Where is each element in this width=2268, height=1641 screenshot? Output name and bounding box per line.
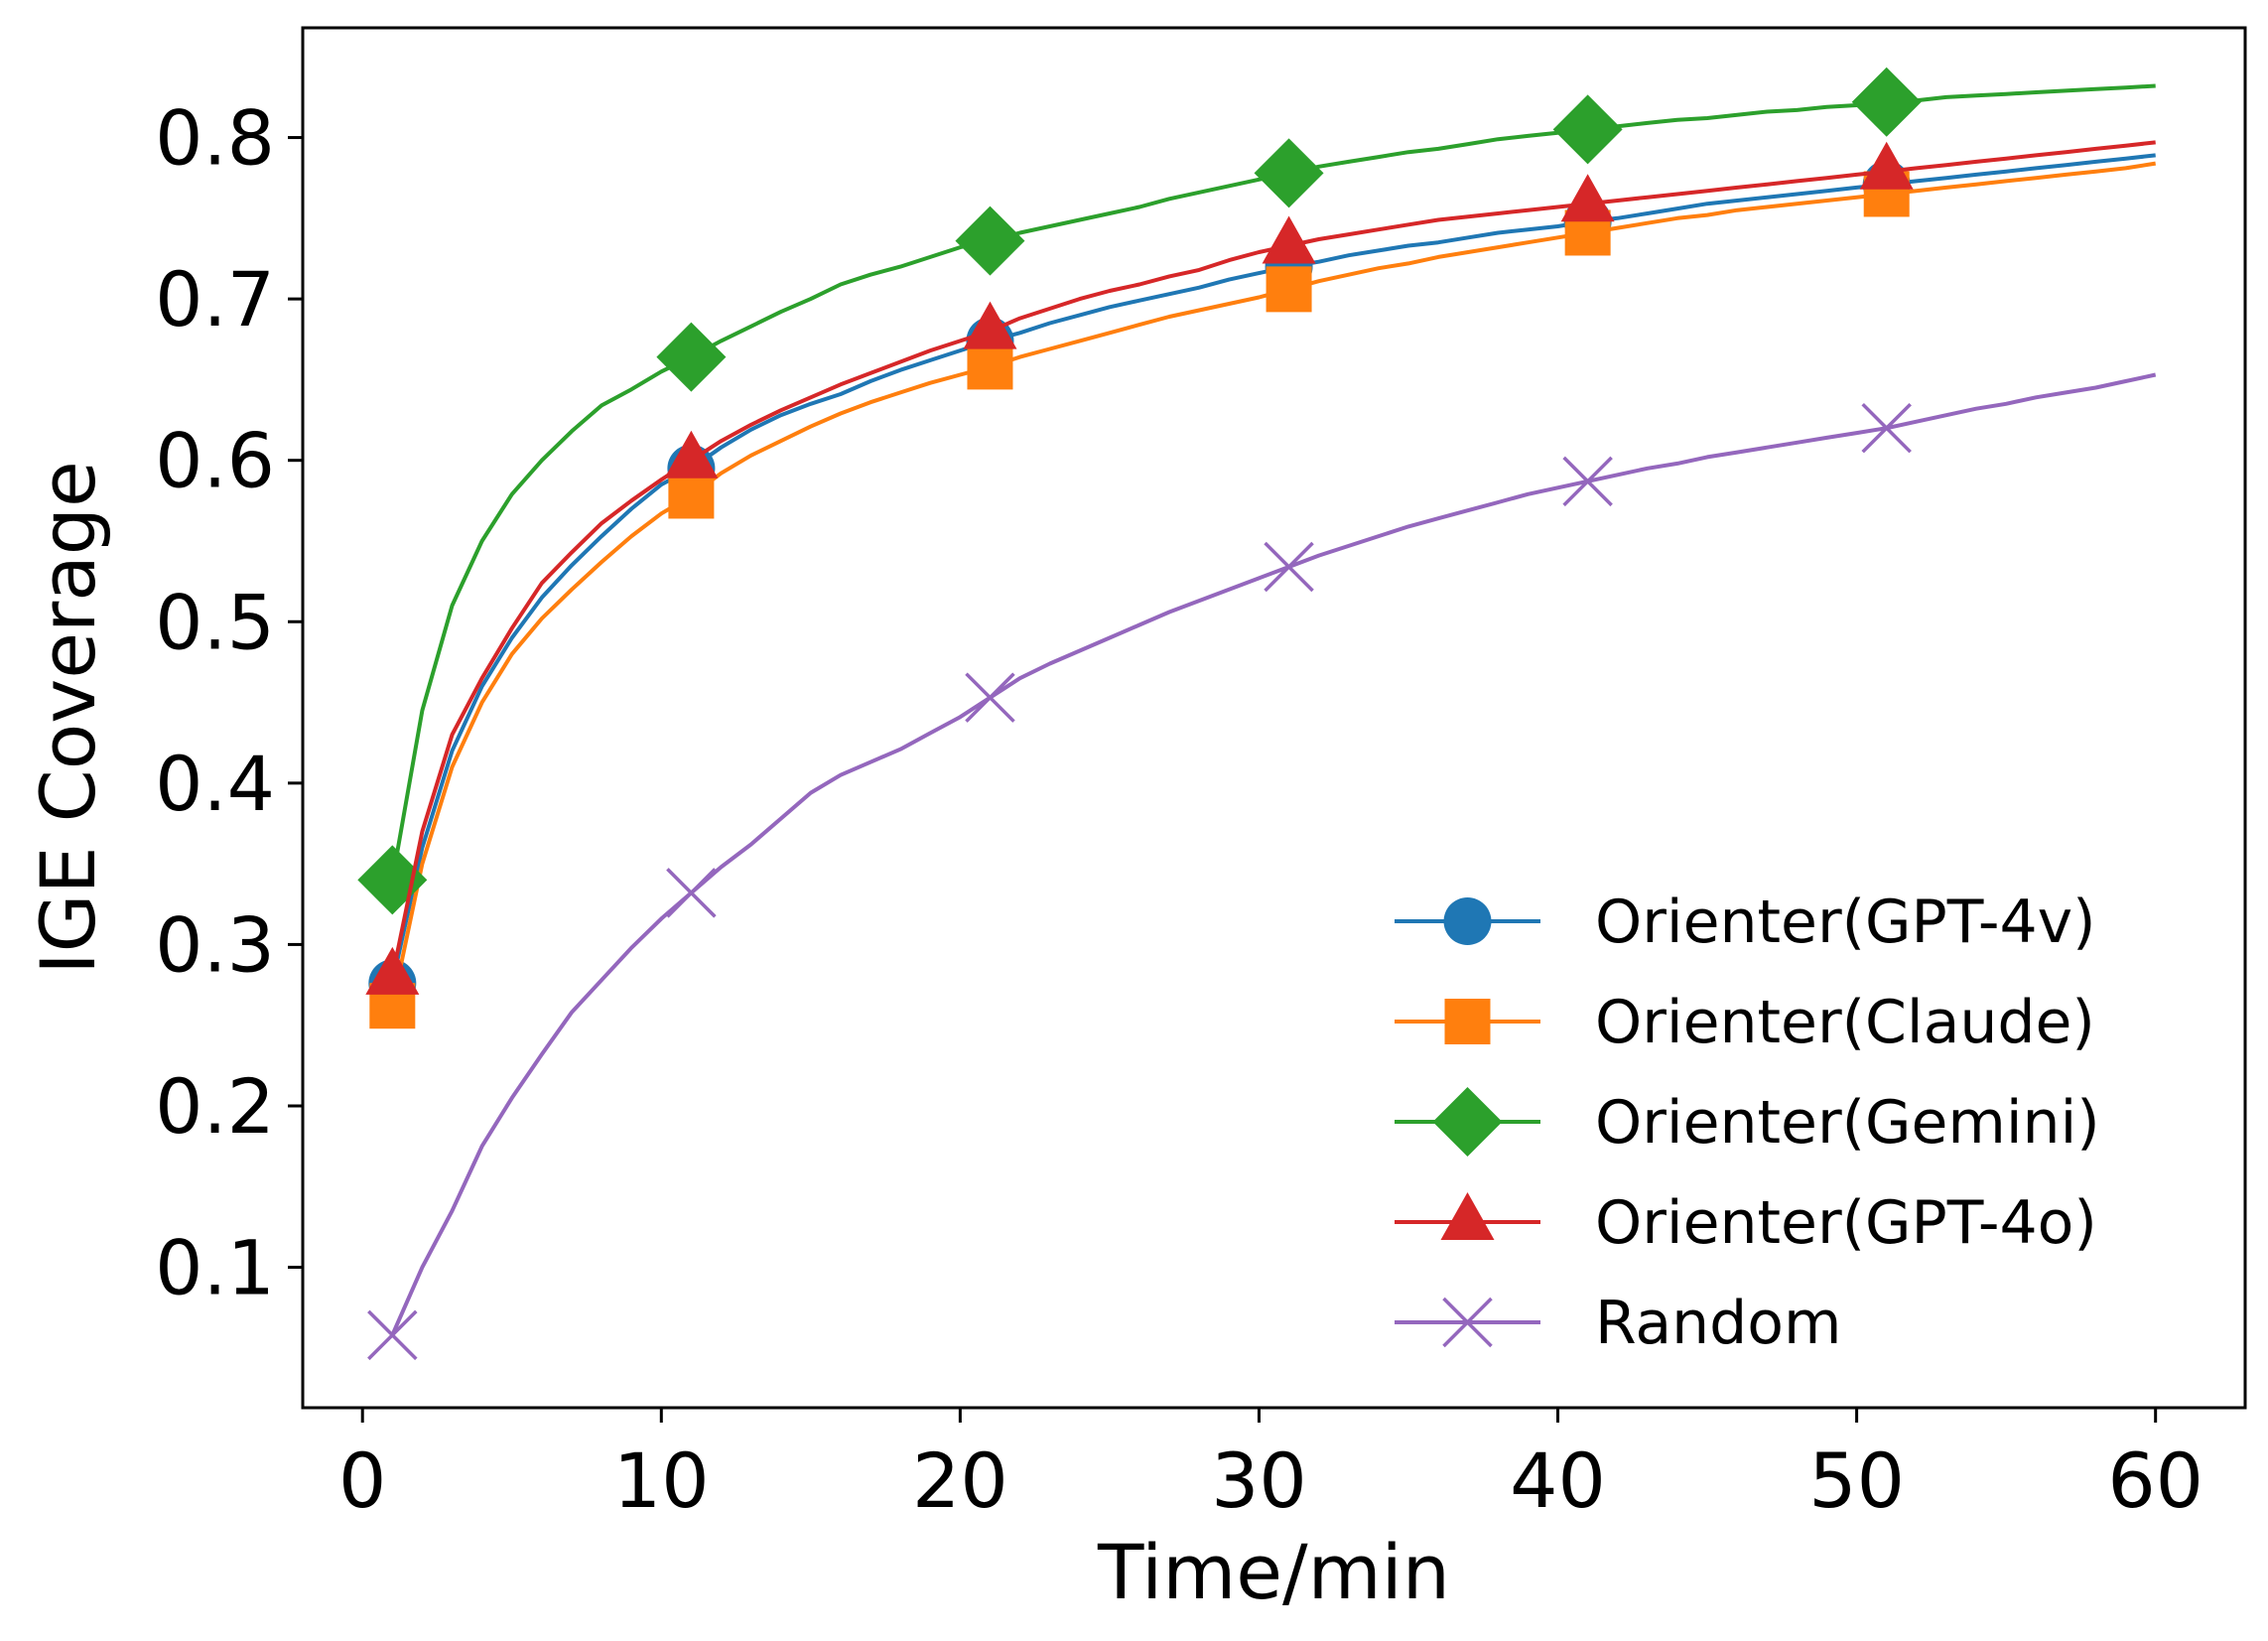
legend-marker [1443,897,1492,945]
legend-label: Orienter(GPT-4o) [1595,1188,2097,1258]
data-point [1552,94,1623,165]
y-tick-label: 0.5 [155,578,275,666]
x-tick-label: 60 [2107,1436,2203,1525]
legend-marker [1442,1297,1493,1348]
legend-marker [1432,1087,1503,1157]
legend-label: Orienter(Claude) [1595,988,2095,1057]
data-point [1861,402,1912,454]
series-orienter-gpt-4o- [365,140,2156,995]
data-point [965,672,1015,723]
x-tick-label: 50 [1808,1436,1905,1525]
data-point [1562,456,1613,507]
data-point [1254,138,1324,208]
x-tick-label: 40 [1510,1436,1606,1525]
legend-item: Orienter(GPT-4v) [1395,888,2096,957]
legend-label: Random [1595,1289,1841,1358]
x-tick-label: 10 [613,1436,710,1525]
legend-marker [1444,999,1491,1044]
x-tick-label: 20 [912,1436,1008,1525]
y-axis-title: IGE Coverage [24,461,112,975]
x-axis: 0 10 20 30 40 50 60 [338,1408,2203,1525]
x-axis-title: Time/min [1097,1528,1450,1616]
y-tick-label: 0.2 [155,1062,275,1151]
y-tick-label: 0.7 [155,255,275,343]
data-point [365,946,420,995]
data-point [1266,266,1312,313]
legend: Orienter(GPT-4v) Orienter(Claude) Orienter… [1395,888,2100,1358]
y-axis: 0.1 0.2 0.3 0.4 0.5 0.6 0.7 0.8 [155,94,303,1312]
x-tick-label: 30 [1211,1436,1307,1525]
y-tick-label: 0.3 [155,900,275,989]
series-layer [357,67,2157,1361]
data-point [656,322,727,392]
y-tick-label: 0.6 [155,417,275,505]
y-tick-label: 0.4 [155,740,275,828]
data-point [1262,215,1316,264]
data-point [955,205,1025,276]
plot-frame [301,26,2247,1410]
data-point [1851,67,1922,137]
data-point [367,1309,418,1361]
legend-item: Orienter(Gemini) [1395,1087,2100,1158]
data-point [664,430,719,479]
series-random [367,372,2157,1361]
data-point [666,868,717,918]
data-point [1560,174,1615,222]
data-point [1264,541,1314,593]
data-point [963,301,1017,349]
data-point [1859,141,1914,190]
y-tick-label: 0.1 [155,1224,275,1312]
x-tick-label: 0 [338,1436,386,1525]
series-orienter-claude- [369,161,2157,1029]
legend-item: Orienter(GPT-4o) [1395,1188,2097,1258]
legend-label: Orienter(Gemini) [1595,1088,2100,1158]
legend-marker [1440,1192,1495,1240]
legend-label: Orienter(GPT-4v) [1595,888,2096,957]
legend-item: Random [1395,1289,1841,1358]
y-tick-label: 0.8 [155,94,275,183]
data-point [967,343,1013,390]
data-point [668,473,715,519]
legend-item: Orienter(Claude) [1395,988,2095,1057]
